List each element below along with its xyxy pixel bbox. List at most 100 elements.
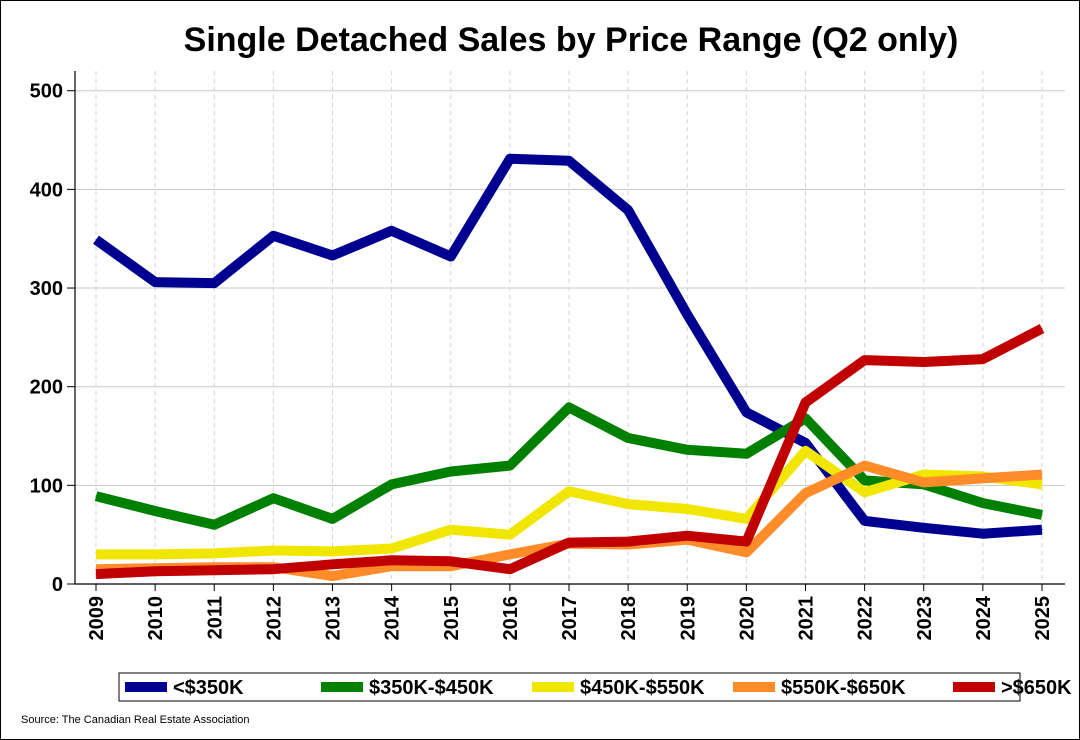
x-tick-label: 2010 <box>145 596 167 641</box>
data-point <box>923 361 925 363</box>
data-point <box>272 497 274 499</box>
data-point <box>154 570 156 572</box>
data-point <box>154 281 156 283</box>
data-point <box>332 518 333 520</box>
data-point <box>272 235 274 237</box>
legend: <$350K $350K-$450K $450K-$550K $550K-$650K >… <box>118 672 1072 702</box>
x-tick-label: 2022 <box>855 596 877 641</box>
series-group <box>93 153 1045 582</box>
data-point <box>686 508 688 510</box>
data-point <box>391 483 393 485</box>
x-tick-label: 2023 <box>914 596 936 641</box>
x-tick-label: 2017 <box>559 596 581 641</box>
y-tick-label: 500 <box>30 81 63 103</box>
data-point <box>332 254 333 256</box>
data-point <box>745 541 747 543</box>
data-point <box>805 401 806 403</box>
data-point <box>982 533 984 535</box>
data-point <box>686 535 688 537</box>
data-point <box>509 568 511 570</box>
data-point <box>509 534 511 536</box>
data-point <box>982 358 984 360</box>
x-tick-label: 2019 <box>677 596 699 641</box>
data-point <box>805 442 806 444</box>
y-tick-label: 400 <box>30 179 63 201</box>
data-point <box>391 230 393 232</box>
data-point <box>568 406 570 408</box>
x-tick-label: 2025 <box>1032 596 1054 641</box>
data-point <box>509 158 511 160</box>
data-point <box>627 503 629 505</box>
data-point <box>1041 327 1043 329</box>
data-point <box>332 575 333 577</box>
data-point <box>805 492 806 494</box>
data-point <box>154 553 156 555</box>
data-point <box>95 573 97 575</box>
legend-label: $450K-$550K <box>580 677 705 699</box>
data-point <box>332 550 333 552</box>
data-point <box>686 449 688 451</box>
x-tick-label: 2015 <box>441 596 463 641</box>
x-tick-label: 2013 <box>323 596 345 641</box>
x-tick-label: 2021 <box>796 596 818 641</box>
data-point <box>568 160 570 162</box>
data-point <box>95 239 97 241</box>
data-point <box>745 453 747 455</box>
x-tick-label: 2018 <box>618 596 640 641</box>
data-point <box>213 524 215 526</box>
data-point <box>391 559 393 561</box>
data-point <box>450 471 452 473</box>
data-point <box>95 553 97 555</box>
x-tick-label: 2016 <box>500 596 522 641</box>
y-tick-label: 200 <box>30 377 63 399</box>
data-point <box>568 542 570 544</box>
data-point <box>450 529 452 531</box>
x-tick-label: 2009 <box>86 596 108 641</box>
data-point <box>1041 473 1043 475</box>
data-point <box>213 552 215 554</box>
data-point <box>450 255 452 257</box>
data-point <box>391 565 393 567</box>
data-point <box>95 495 97 497</box>
data-point <box>923 527 925 529</box>
data-point <box>332 563 333 565</box>
data-point <box>154 510 156 512</box>
data-point <box>923 473 925 475</box>
data-point <box>213 569 215 571</box>
data-point <box>982 477 984 479</box>
data-point <box>805 450 806 452</box>
data-point <box>686 314 688 316</box>
data-point <box>627 541 629 543</box>
data-point <box>864 479 866 481</box>
data-point <box>805 417 806 419</box>
data-point <box>864 491 866 493</box>
legend-label: $350K-$450K <box>369 677 494 699</box>
legend-label: $550K-$650K <box>781 677 906 699</box>
x-tick-label: 2020 <box>736 596 758 641</box>
grid <box>75 71 1065 584</box>
data-point <box>391 547 393 549</box>
x-tick-label: 2014 <box>382 595 404 640</box>
data-point <box>450 560 452 562</box>
chart-title: Single Detached Sales by Price Range (Q2… <box>184 21 959 59</box>
data-point <box>1041 529 1043 531</box>
data-point <box>509 553 511 555</box>
data-point <box>627 437 629 439</box>
x-tick-label: 2012 <box>263 596 285 641</box>
data-point <box>272 549 274 551</box>
data-point <box>272 568 274 570</box>
data-point <box>864 359 866 361</box>
data-point <box>745 551 747 553</box>
data-point <box>1041 483 1043 485</box>
legend-label: >$650K <box>1001 677 1072 699</box>
y-tick-label: 100 <box>30 475 63 497</box>
y-tick-label: 0 <box>52 574 63 596</box>
data-point <box>745 518 747 520</box>
data-point <box>1041 514 1043 516</box>
data-point <box>568 490 570 492</box>
axes: 0 100 200 300 400 500 2009 2010 2011 2012 2013 2014… <box>30 71 1065 641</box>
x-tick-label: 2024 <box>973 595 995 640</box>
source-note: Source: The Canadian Real Estate Associa… <box>21 714 250 726</box>
data-point <box>627 209 629 211</box>
